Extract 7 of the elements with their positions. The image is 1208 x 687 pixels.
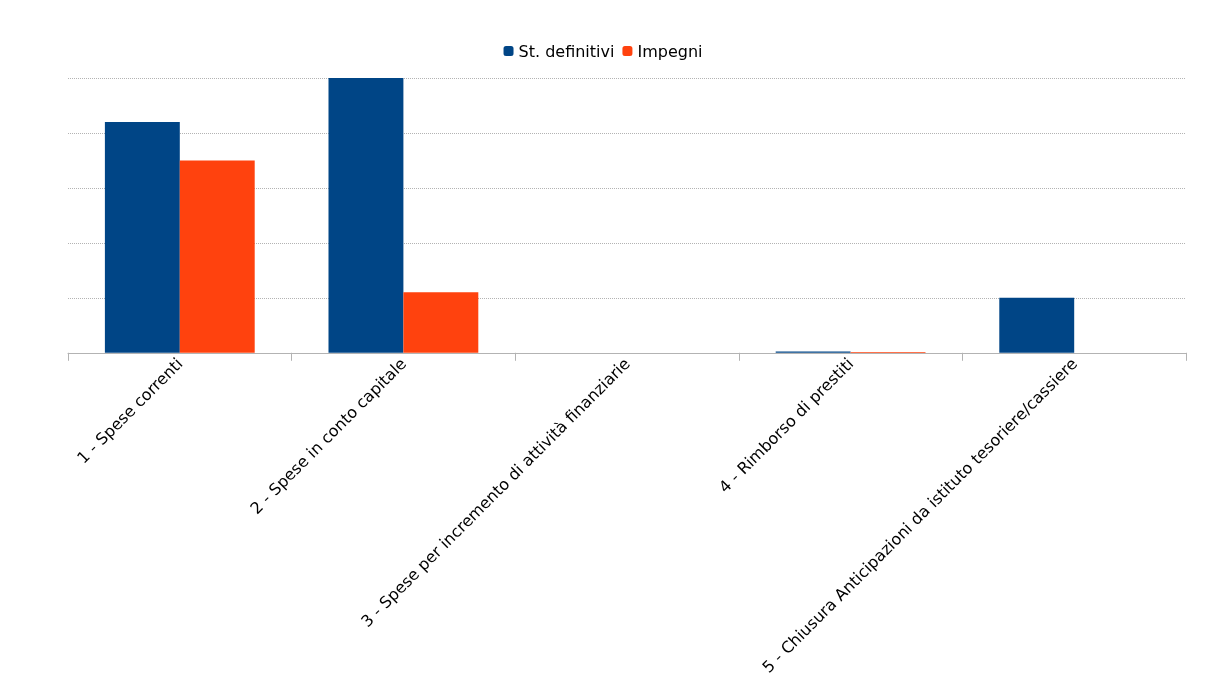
bar [403,292,479,353]
bar [999,297,1075,353]
bar [328,78,404,353]
legend-label: St. definitivi [518,41,615,61]
legend-label: Impegni [637,41,703,61]
bar [179,160,255,353]
bar [104,121,180,353]
